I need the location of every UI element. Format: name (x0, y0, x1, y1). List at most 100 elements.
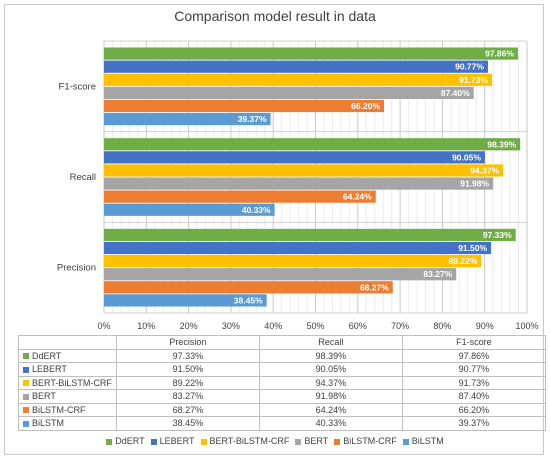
series-name: LEBERT (32, 364, 67, 375)
data-label: 68.27% (360, 282, 389, 292)
table-column-header: Precision (115, 335, 260, 350)
table-header-row: Precision Recall F1-score (18, 335, 546, 350)
table-row: DdERT 97.33% 98.39% 97.86% (18, 348, 546, 363)
data-label: 97.86% (485, 49, 514, 59)
series-name: BiLSTM-CRF (32, 404, 86, 415)
legend-label: DdERT (115, 436, 145, 446)
legend-item: LEBERT (150, 436, 195, 446)
legend-label: BiLSTM-CRF (343, 436, 397, 446)
x-tick-label: 0% (97, 321, 110, 331)
x-tick-label: 100% (515, 321, 538, 331)
bar (104, 60, 488, 73)
table-row: BiLSTM-CRF 68.27% 64.24% 66.20% (18, 402, 546, 417)
data-label: 98.39% (487, 139, 516, 149)
table-row-label: BiLSTM-CRF (18, 402, 117, 417)
table-column-header: Recall (258, 335, 403, 350)
legend-label: BiLSTM (411, 436, 444, 446)
table-cell: 83.27% (115, 389, 260, 404)
legend-item: BiLSTM-CRF (334, 436, 397, 446)
table-row: BERT 83.27% 91.98% 87.40% (18, 389, 546, 404)
table-body: DdERT 97.33% 98.39% 97.86% LEBERT 91.50% 90.05… (18, 348, 546, 431)
x-tick-label: 90% (476, 321, 494, 331)
bar (104, 138, 521, 151)
table-row-label: LEBERT (18, 362, 117, 377)
category-label: Precision (57, 263, 96, 274)
series-name: BERT-BiLSTM-CRF (32, 377, 112, 388)
series-swatch (23, 393, 29, 400)
bar (104, 190, 376, 203)
table-cell: 91.98% (258, 389, 403, 404)
table-cell: 64.24% (258, 402, 403, 417)
series-name: BiLSTM (32, 418, 65, 429)
legend-swatch (200, 438, 207, 445)
data-label: 38.45% (234, 295, 263, 305)
legend-label: BERT-BiLSTM-CRF (209, 436, 290, 446)
data-label: 91.98% (460, 179, 489, 189)
series-name: BERT (32, 391, 56, 402)
data-label: 40.33% (242, 205, 271, 215)
data-label: 66.20% (351, 101, 380, 111)
table-row-label: BERT-BiLSTM-CRF (18, 375, 117, 390)
chart-title: Comparison model result in data (174, 8, 376, 24)
data-label: 89.22% (449, 256, 478, 266)
table-cell: 91.73% (401, 375, 546, 390)
table-cell: 94.37% (258, 375, 403, 390)
legend-item: DdERT (106, 436, 145, 446)
data-label: 90.05% (452, 152, 481, 162)
bar (104, 73, 493, 86)
x-tick-label: 10% (137, 321, 155, 331)
legend-swatch (295, 438, 302, 445)
bar (104, 268, 457, 281)
legend-item: BERT-BiLSTM-CRF (200, 436, 290, 446)
table-cell: 97.33% (115, 348, 260, 363)
data-table: Precision Recall F1-score DdERT 97.33% 98.39… (18, 335, 546, 431)
table-corner-cell (18, 335, 117, 350)
bar (104, 151, 485, 164)
data-label: 91.73% (459, 75, 488, 85)
x-tick-label: 80% (433, 321, 451, 331)
x-tick-label: 60% (349, 321, 367, 331)
bar (104, 228, 516, 242)
bar (104, 99, 385, 113)
bar (104, 112, 271, 126)
legend-swatch (150, 438, 157, 445)
legend-label: LEBERT (159, 436, 195, 446)
table-cell: 89.22% (115, 375, 260, 390)
x-tick-label: 40% (264, 321, 282, 331)
bar (104, 281, 393, 294)
table-cell: 91.50% (115, 362, 260, 377)
x-tick-label: 30% (222, 321, 240, 331)
x-tick-label: 20% (180, 321, 198, 331)
legend-swatch (106, 438, 113, 445)
series-swatch (23, 380, 29, 387)
data-label: 91.50% (458, 243, 487, 253)
data-label: 90.77% (455, 62, 484, 72)
bar (104, 241, 492, 255)
table-row-label: BERT (18, 389, 117, 404)
table-row: LEBERT 91.50% 90.05% 90.77% (18, 362, 546, 377)
series-name: DdERT (32, 350, 62, 361)
table-column-header: F1-score (401, 335, 546, 350)
category-label: Recall (70, 172, 96, 183)
table-row: BERT-BiLSTM-CRF 89.22% 94.37% 91.73% (18, 375, 546, 390)
category-label: F1-score (59, 81, 96, 92)
chart-frame (4, 4, 544, 455)
table-cell: 97.86% (401, 348, 546, 363)
table-row-label: DdERT (18, 348, 117, 363)
x-tick-label: 70% (391, 321, 409, 331)
table-cell: 68.27% (115, 402, 260, 417)
table-cell: 90.77% (401, 362, 546, 377)
bar (104, 164, 504, 177)
table-cell: 90.05% (258, 362, 403, 377)
table-cell: 87.40% (401, 389, 546, 404)
data-label: 39.37% (238, 114, 267, 124)
data-label: 87.40% (441, 88, 470, 98)
table-cell: 40.33% (258, 416, 403, 431)
bar (104, 294, 267, 307)
table-cell: 39.37% (401, 416, 546, 431)
table-cell: 38.45% (115, 416, 260, 431)
legend-item: BiLSTM (402, 436, 444, 446)
legend-swatch (334, 438, 341, 445)
legend-label: BERT (304, 436, 329, 446)
series-swatch (23, 420, 29, 427)
